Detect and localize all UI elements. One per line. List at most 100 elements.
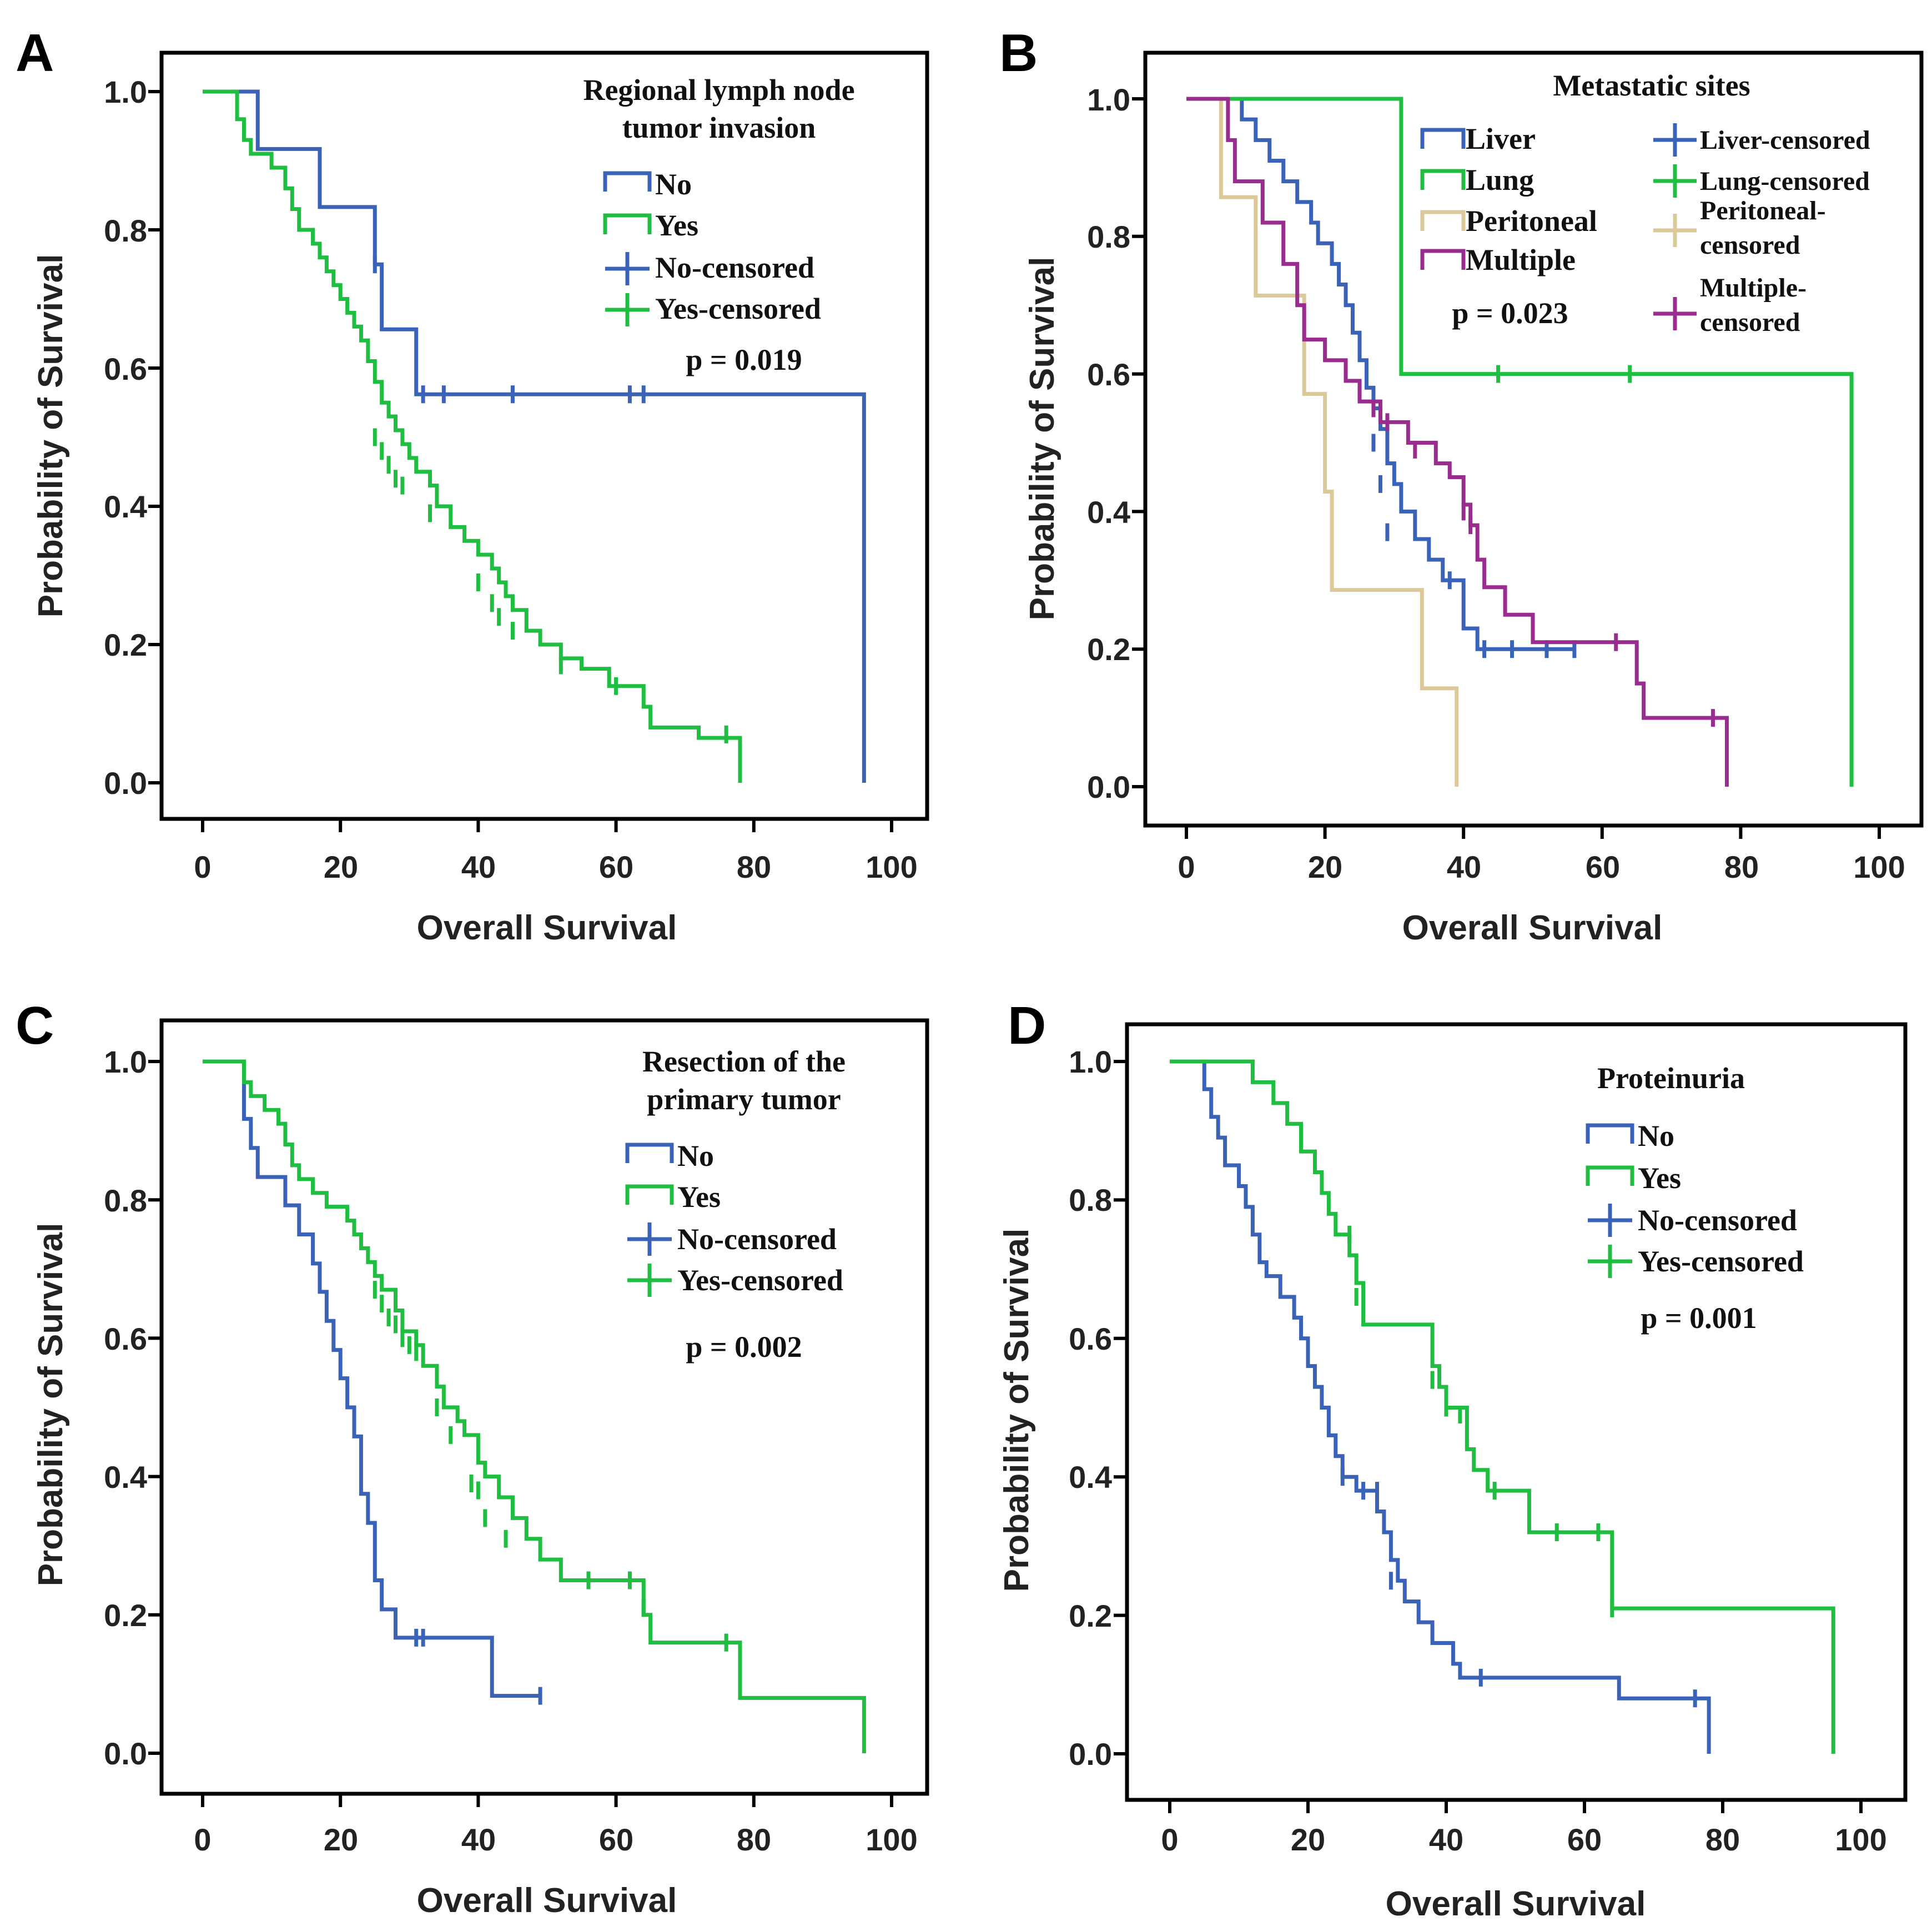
legend-label: Yes [655,209,698,242]
axis-ticks [1132,97,1881,839]
legend-swatch-step [625,1143,674,1163]
panel-d: D 1.0 0.8 0.6 0.4 0.2 0.0 0 20 40 60 80 … [998,996,1908,1923]
legend-title: tumor invasion [622,111,816,144]
panel-letter: D [1008,996,1046,1055]
legend-label-line: Multiple- [1700,273,1807,303]
legend-label: Yes [1638,1161,1681,1195]
y-tick-label: 0.4 [1069,1460,1112,1495]
km-curve-liver [1186,97,1574,651]
km-curve-no [1170,1059,1711,1754]
y-axis-label: Probability of Survival [32,254,70,618]
x-tick-label: 40 [1429,1822,1463,1857]
legend-label: Lung [1466,163,1534,197]
tick-labels: 1.0 0.8 0.6 0.4 0.2 0.0 0 20 40 60 80 10… [1087,82,1905,884]
legend-swatch-step [625,1184,674,1205]
legend-swatch-step [1420,169,1466,190]
legend-swatch-censor [627,1222,672,1256]
legend-label: No-censored [1638,1204,1797,1237]
y-tick-label: 1.0 [1087,82,1130,117]
x-tick-label: 60 [599,1822,633,1857]
legend-swatch-step [1420,249,1466,270]
legend-swatch-censor [1653,164,1697,198]
legend-label: Multiple-censored [1700,273,1807,337]
x-axis-label: Overall Survival [1386,1885,1646,1923]
legend: Regional lymph node tumor invasion No Ye… [583,73,854,376]
legend-label: No [655,168,692,201]
legend-swatch-censor [627,1264,672,1297]
y-tick-label: 0.0 [1069,1737,1112,1772]
x-tick-label: 0 [1161,1822,1178,1857]
legend-title: Metastatic sites [1553,69,1750,102]
x-tick-label: 40 [461,1822,496,1857]
legend-label-line: censored [1700,230,1800,260]
panel-letter: B [999,23,1038,83]
y-tick-label: 0.8 [104,1183,147,1218]
plot-frame [159,1018,929,1796]
y-tick-label: 1.0 [1069,1044,1112,1079]
y-axis-label: Probability of Survival [32,1223,70,1587]
y-tick-label: 0.2 [104,1598,147,1633]
y-tick-label: 0.8 [1087,219,1130,254]
x-tick-label: 0 [1178,849,1195,884]
y-tick-label: 0.4 [104,1460,147,1495]
y-tick-label: 0.0 [104,766,147,801]
km-curves [203,1059,866,1753]
x-tick-label: 80 [737,849,771,884]
p-value: p = 0.002 [686,1330,802,1364]
y-tick-label: 0.4 [1087,495,1130,530]
tick-labels: 1.0 0.8 0.6 0.4 0.2 0.0 0 20 40 60 80 10… [104,1044,918,1857]
legend-label: Liver [1466,122,1536,155]
legend-label-line: Peritoneal- [1700,196,1826,225]
x-tick-label: 100 [1853,849,1905,884]
y-tick-label: 0.6 [1087,357,1130,392]
x-tick-label: 0 [194,1822,211,1857]
km-curve-lung [1186,97,1854,787]
legend-swatch-censor [1653,214,1697,247]
y-axis-label: Probability of Survival [1023,257,1061,621]
legend-label: Peritoneal [1466,204,1597,238]
legend-label: Yes-censored [655,292,821,325]
legend-label: Liver-censored [1700,125,1870,155]
x-axis-label: Overall Survival [417,909,677,947]
legend-swatch-step [603,213,652,234]
legend-swatch-censor [1653,123,1697,157]
y-tick-label: 0.6 [104,1321,147,1356]
x-tick-label: 100 [866,849,917,884]
x-tick-label: 0 [194,849,211,884]
x-tick-label: 20 [1291,1822,1325,1857]
legend-label: Peritoneal-censored [1700,196,1826,260]
x-axis-label: Overall Survival [417,1881,677,1920]
x-tick-label: 80 [737,1822,771,1857]
legend-title: Regional lymph node [583,73,854,107]
axis-ticks [1114,1060,1863,1813]
legend-label: No [677,1139,714,1173]
axis-ticks [148,90,893,832]
legend-swatch-censor [605,252,650,285]
x-tick-label: 80 [1705,1822,1740,1857]
km-curve-no [203,89,866,783]
y-tick-label: 0.0 [104,1736,147,1771]
legend-label: Yes-censored [1638,1245,1804,1278]
x-tick-label: 60 [599,849,633,884]
x-tick-label: 20 [324,1822,358,1857]
y-tick-label: 1.0 [104,1044,147,1079]
x-tick-label: 80 [1724,849,1759,884]
legend-swatch-step [1420,128,1466,149]
legend-label: No [1638,1119,1674,1153]
legend-label: Lung-censored [1700,167,1870,196]
panel-b: B 1.0 0.8 0.6 0.4 0.2 0.0 0 20 40 60 80 … [999,23,1924,947]
x-tick-label: 100 [1835,1822,1886,1857]
legend-swatch-step [1586,1165,1634,1186]
legend-label: Yes-censored [677,1264,843,1297]
legend-swatch-censor [1588,1204,1632,1237]
tick-labels: 1.0 0.8 0.6 0.4 0.2 0.0 0 20 40 60 80 10… [1069,1044,1887,1857]
y-tick-label: 0.8 [104,213,147,248]
legend-label-line: censored [1700,308,1800,337]
x-tick-label: 40 [461,849,496,884]
axis-ticks [148,1060,893,1807]
legend: Metastatic sites Liver Lung Peritoneal M… [1420,69,1870,337]
y-tick-label: 0.8 [1069,1183,1112,1217]
km-curve-yes [1170,1059,1835,1754]
km-curve-peritoneal [1186,97,1459,787]
